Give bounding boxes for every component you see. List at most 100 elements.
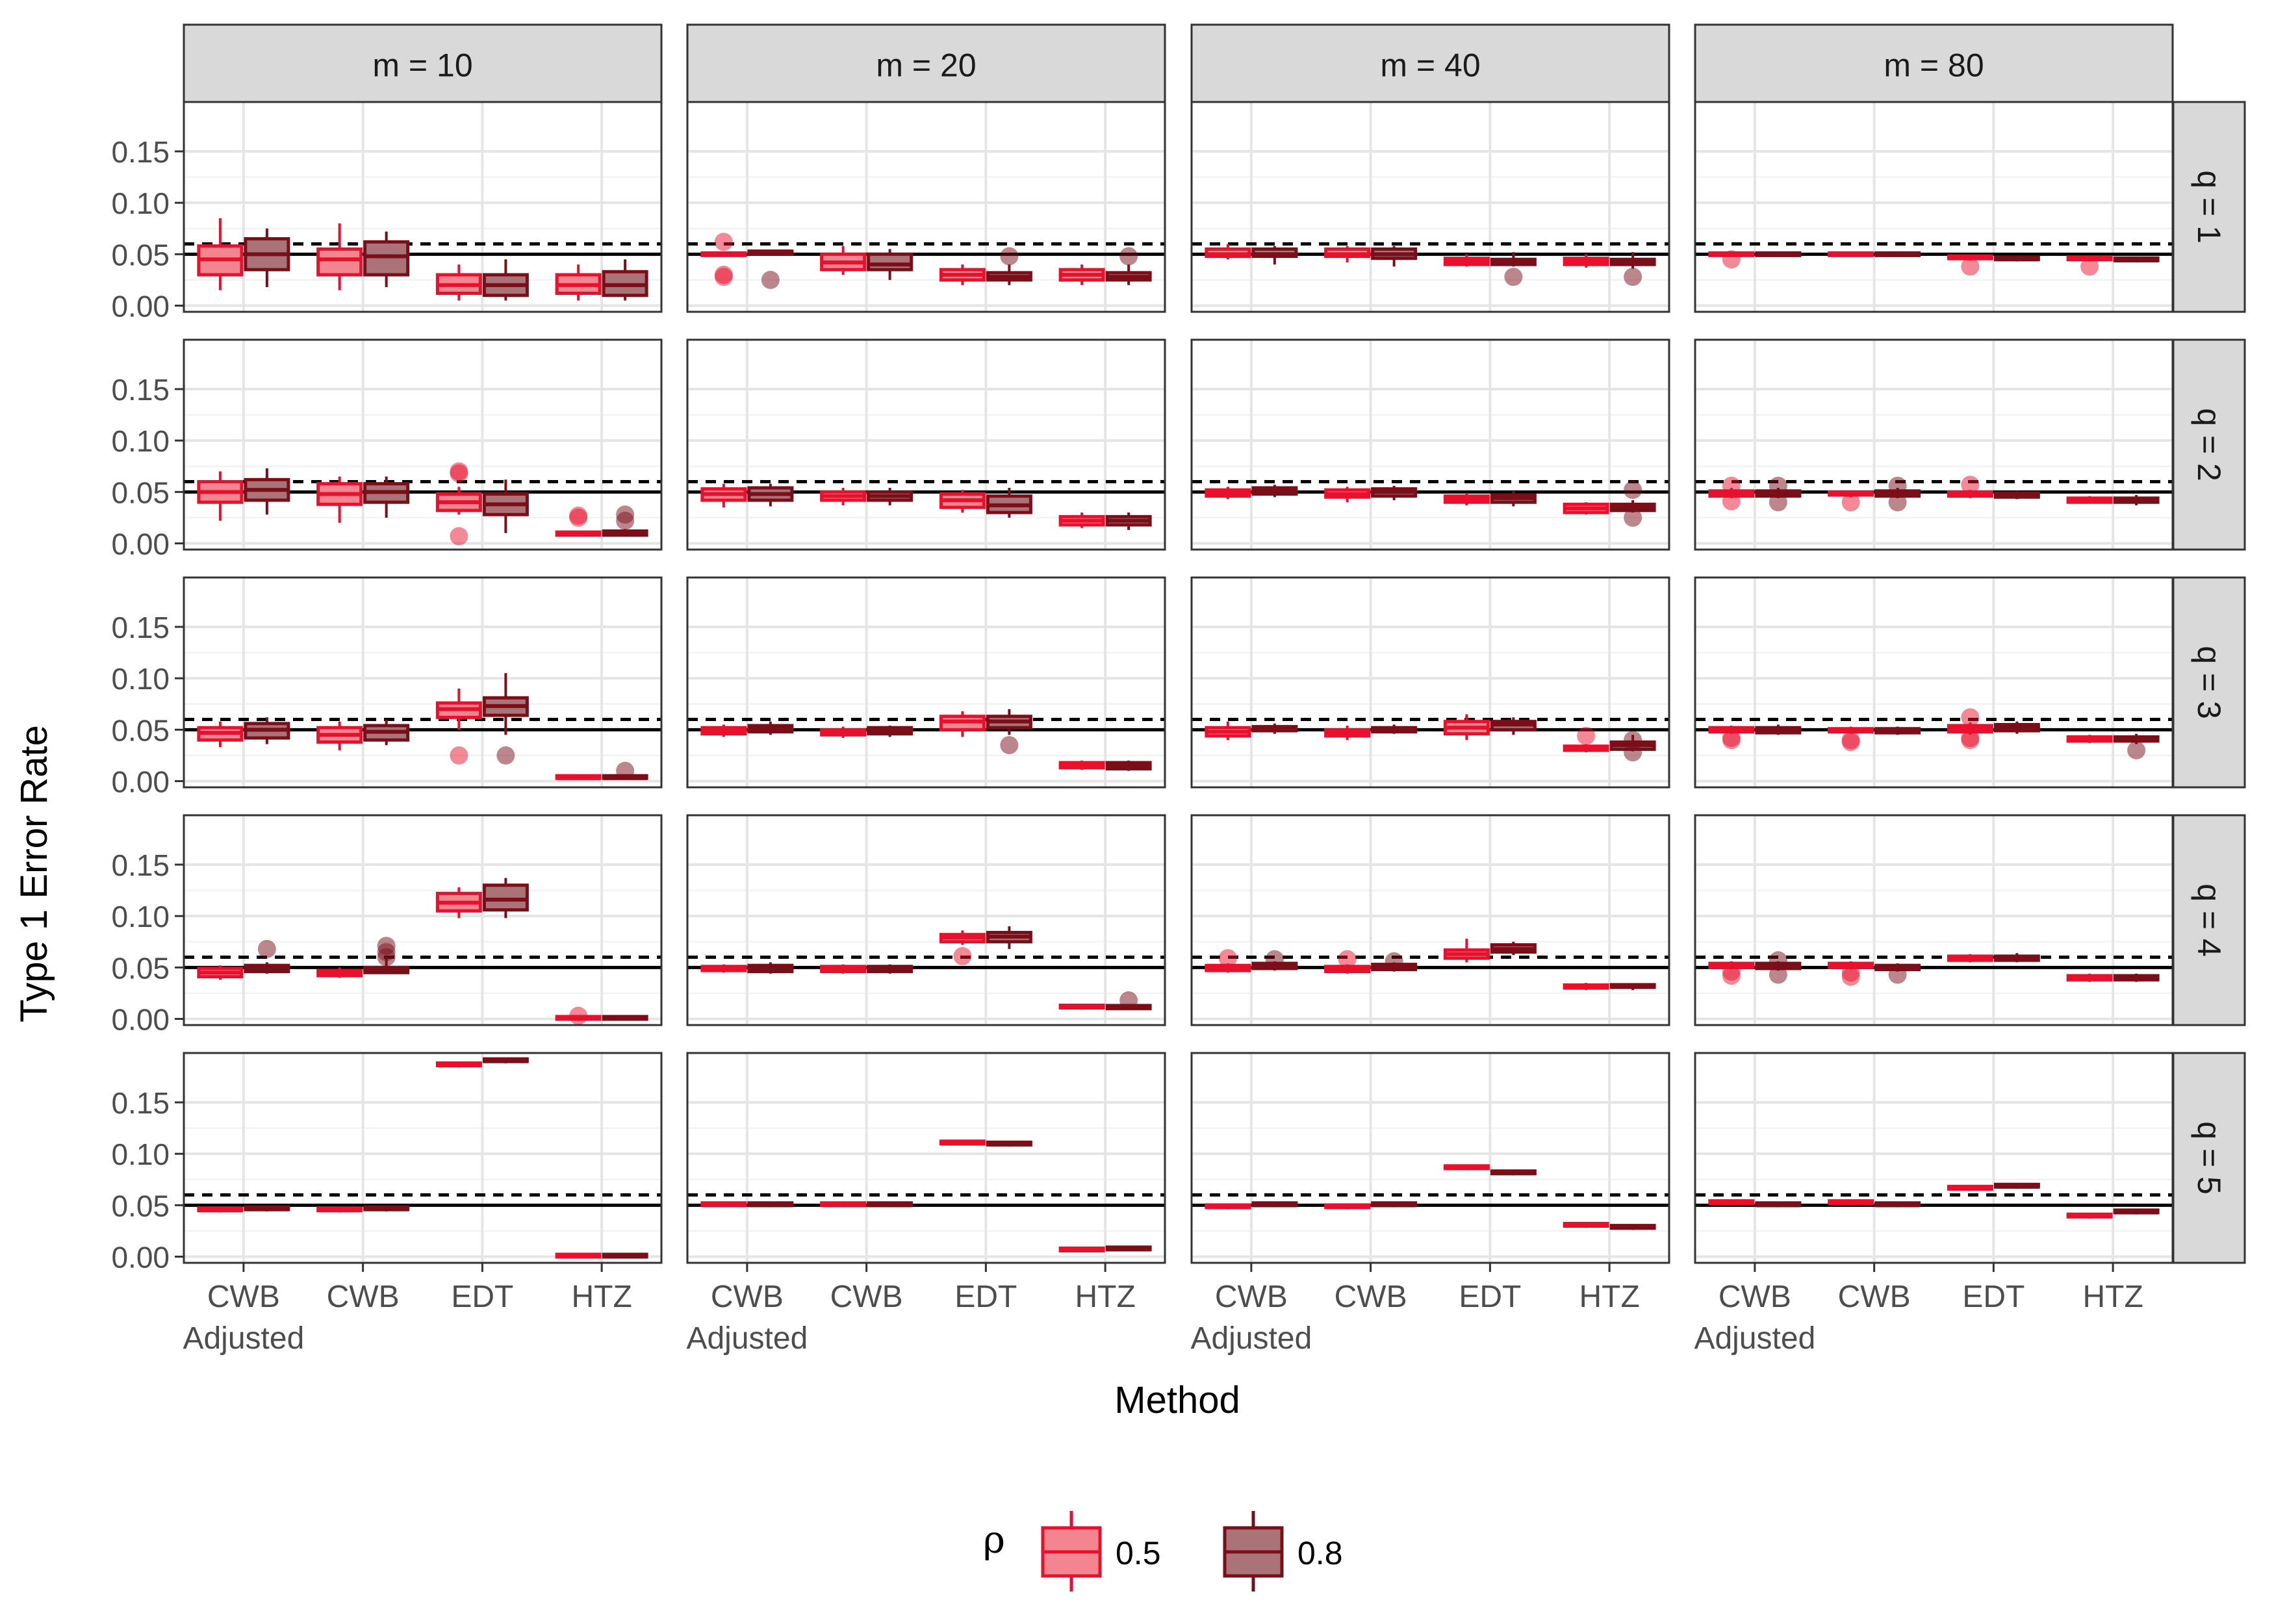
panel-border: [183, 576, 663, 789]
panel-r3-c2: [1190, 814, 1670, 1026]
panel-background: [1192, 102, 1669, 312]
box-edt-rho-0.8: [1993, 490, 2040, 500]
box-cwb-rho-0.8: [867, 488, 913, 505]
box-cwb-adjusted-rho-0.8: [747, 721, 794, 735]
panel-border: [686, 101, 1166, 313]
box-edt-rho-0.8: [1490, 1169, 1537, 1176]
panel-background: [687, 340, 1165, 550]
box-htz-rho-0.8: [602, 259, 648, 301]
x-tick-label: CWB: [1335, 1280, 1407, 1314]
box-cwb-rho-0.8: [1874, 251, 1921, 257]
box-htz-rho-0.8: [602, 761, 648, 780]
outlier-point: [1769, 951, 1787, 970]
box-edt-rho-0.5: [1443, 1164, 1490, 1171]
legend: ρ 0.5 0.8: [983, 1511, 1343, 1592]
box-cwb-rho-0.8: [363, 937, 410, 974]
legend-label: 0.5: [1116, 1535, 1161, 1571]
panel-r2-c2: [1190, 576, 1670, 789]
box-cwb-rho-0.5: [316, 967, 363, 978]
box-htz-rho-0.8: [2113, 733, 2160, 759]
box-iqr: [316, 247, 363, 277]
box-cwb-adjusted-rho-0.8: [747, 249, 794, 289]
panel-r2-c1: [686, 576, 1166, 789]
outlier-point: [1722, 250, 1741, 269]
box-cwb-adjusted-rho-0.5: [1708, 961, 1755, 985]
box-cwb-rho-0.8: [363, 719, 410, 746]
box-edt-rho-0.8: [1490, 717, 1537, 735]
y-tick-label: 0.00: [111, 1241, 170, 1275]
box-cwb-adjusted-rho-0.8: [1755, 251, 1802, 257]
box-htz-rho-0.8: [1609, 252, 1656, 286]
box-edt-rho-0.8: [1993, 721, 2040, 734]
outlier-point: [569, 508, 588, 527]
box-cwb-rho-0.8: [867, 964, 913, 974]
x-tick-label: CWB: [1718, 1280, 1791, 1314]
box-cwb-rho-0.8: [867, 1201, 913, 1208]
box-cwb-adjusted-rho-0.8: [1251, 1201, 1298, 1208]
outlier-point: [1888, 493, 1907, 512]
panel-r1-c0: [183, 338, 663, 551]
y-tick-label: 0.10: [111, 1137, 170, 1171]
box-iqr: [363, 240, 410, 277]
box-edt-rho-0.8: [1490, 941, 1537, 956]
outlier-point: [450, 527, 468, 546]
box-cwb-rho-0.5: [1828, 1199, 1874, 1206]
outlier-point: [714, 233, 733, 251]
box-cwb-rho-0.8: [1371, 246, 1418, 267]
box-cwb-rho-0.5: [1828, 490, 1874, 512]
box-cwb-rho-0.5: [1828, 961, 1874, 986]
box-htz-rho-0.8: [2113, 1208, 2160, 1215]
box-edt-rho-0.5: [939, 711, 986, 737]
y-axis-title: Type 1 Error Rate: [13, 725, 55, 1022]
x-tick-label: HTZ: [1579, 1280, 1639, 1314]
box-htz-rho-0.5: [1563, 254, 1609, 268]
box-iqr: [867, 252, 913, 272]
col-strip-3: [1694, 23, 2174, 103]
outlier-point: [1119, 991, 1138, 1009]
box-edt-rho-0.8: [1490, 490, 1537, 507]
panel-background: [687, 1053, 1165, 1263]
panel-r0-c3: [1694, 101, 2174, 313]
box-cwb-adjusted-rho-0.8: [747, 1201, 794, 1208]
y-tick-label: 0.00: [111, 765, 170, 799]
panel-r1-c1: [686, 338, 1166, 551]
box-edt-rho-0.5: [1947, 1184, 1993, 1191]
box-edt-rho-0.5: [1443, 939, 1490, 963]
box-htz-rho-0.8: [2113, 256, 2160, 262]
x-tick-label-line2: Adjusted: [183, 1321, 304, 1356]
box-edt-rho-0.5: [1443, 714, 1490, 741]
legend-title: ρ: [983, 1517, 1005, 1562]
outlier-point: [1218, 949, 1237, 968]
box-edt-rho-0.5: [1947, 476, 1993, 498]
box-cwb-rho-0.5: [1324, 246, 1371, 262]
col-strip-label: m = 20: [876, 47, 976, 84]
box-cwb-rho-0.8: [867, 249, 913, 280]
box-htz-rho-0.8: [1105, 760, 1152, 771]
box-cwb-adjusted-rho-0.5: [1708, 476, 1755, 511]
box-htz-rho-0.5: [555, 1006, 602, 1025]
panel-border: [1190, 576, 1670, 789]
outlier-point: [377, 948, 396, 967]
y-tick-label: 0.05: [111, 238, 170, 272]
box-edt-rho-0.8: [1490, 252, 1537, 286]
box-cwb-adjusted-rho-0.8: [244, 228, 290, 287]
outlier-point: [1888, 476, 1907, 495]
box-cwb-rho-0.5: [820, 726, 867, 738]
y-tick-label: 0.10: [111, 186, 170, 220]
box-htz-rho-0.5: [2066, 1212, 2113, 1219]
box-htz-rho-0.5: [1058, 1004, 1105, 1010]
box-cwb-adjusted-rho-0.5: [1708, 726, 1755, 750]
box-htz-rho-0.8: [2113, 495, 2160, 505]
box-edt-rho-0.5: [1947, 708, 1993, 750]
panel-border: [183, 338, 663, 551]
box-cwb-rho-0.5: [820, 246, 867, 275]
box-cwb-rho-0.5: [316, 476, 363, 523]
panel-background: [1192, 340, 1669, 550]
panel-r4-c3: [1694, 1052, 2174, 1264]
box-cwb-rho-0.8: [363, 1205, 410, 1212]
outlier-point: [1841, 493, 1860, 512]
box-edt-rho-0.8: [986, 247, 1032, 285]
outlier-point: [450, 464, 468, 483]
legend-key-0.8: 0.8: [1223, 1511, 1343, 1592]
